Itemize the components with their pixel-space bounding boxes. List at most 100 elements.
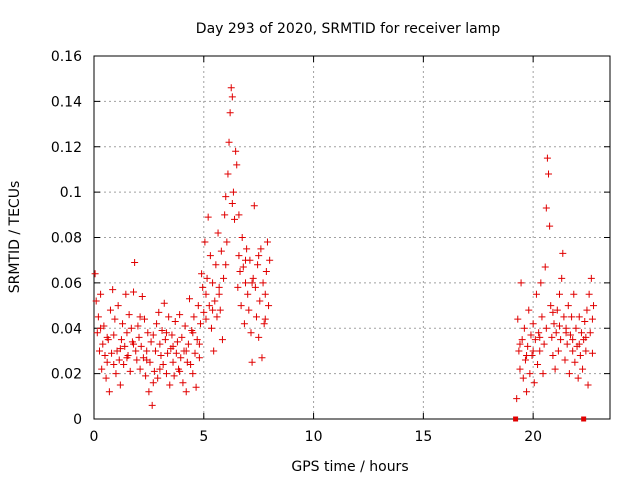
data-point bbox=[532, 290, 540, 298]
data-point bbox=[136, 365, 144, 373]
data-point bbox=[261, 290, 269, 298]
data-point bbox=[260, 320, 268, 328]
y-tick-label: 0.06 bbox=[51, 276, 82, 292]
data-point bbox=[540, 340, 548, 348]
data-point bbox=[566, 331, 574, 339]
data-point bbox=[182, 388, 190, 396]
data-point bbox=[553, 306, 561, 314]
data-point bbox=[216, 306, 224, 314]
data-point bbox=[158, 327, 166, 335]
data-point bbox=[151, 347, 159, 355]
data-point bbox=[169, 358, 177, 366]
data-point bbox=[581, 317, 589, 325]
data-point bbox=[123, 329, 131, 337]
data-point bbox=[110, 361, 118, 369]
data-point bbox=[542, 204, 550, 212]
data-point bbox=[554, 347, 562, 355]
data-point bbox=[156, 340, 164, 348]
zero-marker bbox=[581, 416, 587, 422]
data-point bbox=[582, 347, 590, 355]
data-point bbox=[224, 170, 232, 178]
data-point bbox=[125, 311, 133, 319]
data-point bbox=[569, 336, 577, 344]
data-point bbox=[171, 317, 179, 325]
data-point bbox=[529, 320, 537, 328]
data-point bbox=[549, 351, 557, 359]
data-point bbox=[251, 283, 259, 291]
data-point bbox=[112, 370, 120, 378]
x-tick-label: 0 bbox=[90, 429, 99, 445]
chart-title: Day 293 of 2020, SRMTID for receiver lam… bbox=[196, 21, 501, 37]
data-point bbox=[211, 297, 219, 305]
data-point bbox=[135, 333, 143, 341]
y-tick-label: 0.16 bbox=[51, 49, 82, 65]
y-tick-label: 0.08 bbox=[51, 231, 82, 247]
data-point bbox=[165, 313, 173, 321]
x-tick-label: 10 bbox=[305, 429, 323, 445]
data-point bbox=[181, 322, 189, 330]
data-point bbox=[585, 290, 593, 298]
data-point bbox=[586, 329, 594, 337]
data-point bbox=[516, 365, 524, 373]
data-point bbox=[228, 93, 236, 101]
data-point bbox=[207, 324, 215, 332]
data-point bbox=[164, 349, 172, 357]
data-point bbox=[234, 283, 242, 291]
data-point bbox=[94, 313, 102, 321]
data-point bbox=[588, 315, 596, 323]
data-point bbox=[248, 279, 256, 287]
data-point bbox=[222, 261, 230, 269]
data-point bbox=[526, 370, 534, 378]
data-point bbox=[220, 274, 228, 282]
data-point bbox=[579, 365, 587, 373]
data-point bbox=[191, 349, 199, 357]
data-point bbox=[568, 313, 576, 321]
data-point bbox=[105, 388, 113, 396]
x-axis-title: GPS time / hours bbox=[291, 459, 408, 475]
data-point bbox=[562, 329, 570, 337]
data-point bbox=[545, 170, 553, 178]
data-point bbox=[155, 308, 163, 316]
data-point bbox=[108, 349, 116, 357]
data-point bbox=[523, 388, 531, 396]
data-point bbox=[153, 320, 161, 328]
data-point bbox=[538, 313, 546, 321]
data-point bbox=[199, 283, 207, 291]
data-point bbox=[189, 329, 197, 337]
data-point bbox=[536, 347, 544, 355]
data-point bbox=[561, 356, 569, 364]
data-point bbox=[149, 331, 157, 339]
data-point bbox=[182, 347, 190, 355]
data-point bbox=[193, 336, 201, 344]
y-axis-title: SRMTID / TECUs bbox=[7, 181, 23, 294]
data-point bbox=[261, 315, 269, 323]
data-point bbox=[159, 361, 167, 369]
data-point bbox=[564, 302, 572, 310]
data-point bbox=[590, 302, 598, 310]
data-point bbox=[194, 302, 202, 310]
data-point bbox=[209, 306, 217, 314]
data-point bbox=[205, 302, 213, 310]
data-point bbox=[541, 263, 549, 271]
data-point bbox=[192, 383, 200, 391]
data-point bbox=[173, 338, 181, 346]
plot-frame bbox=[93, 55, 611, 420]
data-point bbox=[177, 354, 185, 362]
axis-ticks: 0 5 10 15 20 0 0.02 0.04 0.06 0.08 0.1 0.12 0.14 0.16 bbox=[51, 49, 610, 445]
data-point bbox=[235, 252, 243, 260]
grid-lines bbox=[94, 56, 610, 419]
data-point bbox=[172, 349, 180, 357]
data-point bbox=[195, 354, 203, 362]
data-point bbox=[263, 238, 271, 246]
data-point bbox=[202, 315, 210, 323]
data-point bbox=[227, 84, 235, 92]
data-point bbox=[584, 381, 592, 389]
data-point bbox=[116, 381, 124, 389]
data-point bbox=[117, 336, 125, 344]
data-point bbox=[127, 324, 135, 332]
data-point bbox=[190, 313, 198, 321]
data-point bbox=[160, 299, 168, 307]
data-point bbox=[195, 340, 203, 348]
data-point bbox=[238, 234, 246, 241]
data-point bbox=[527, 331, 535, 339]
